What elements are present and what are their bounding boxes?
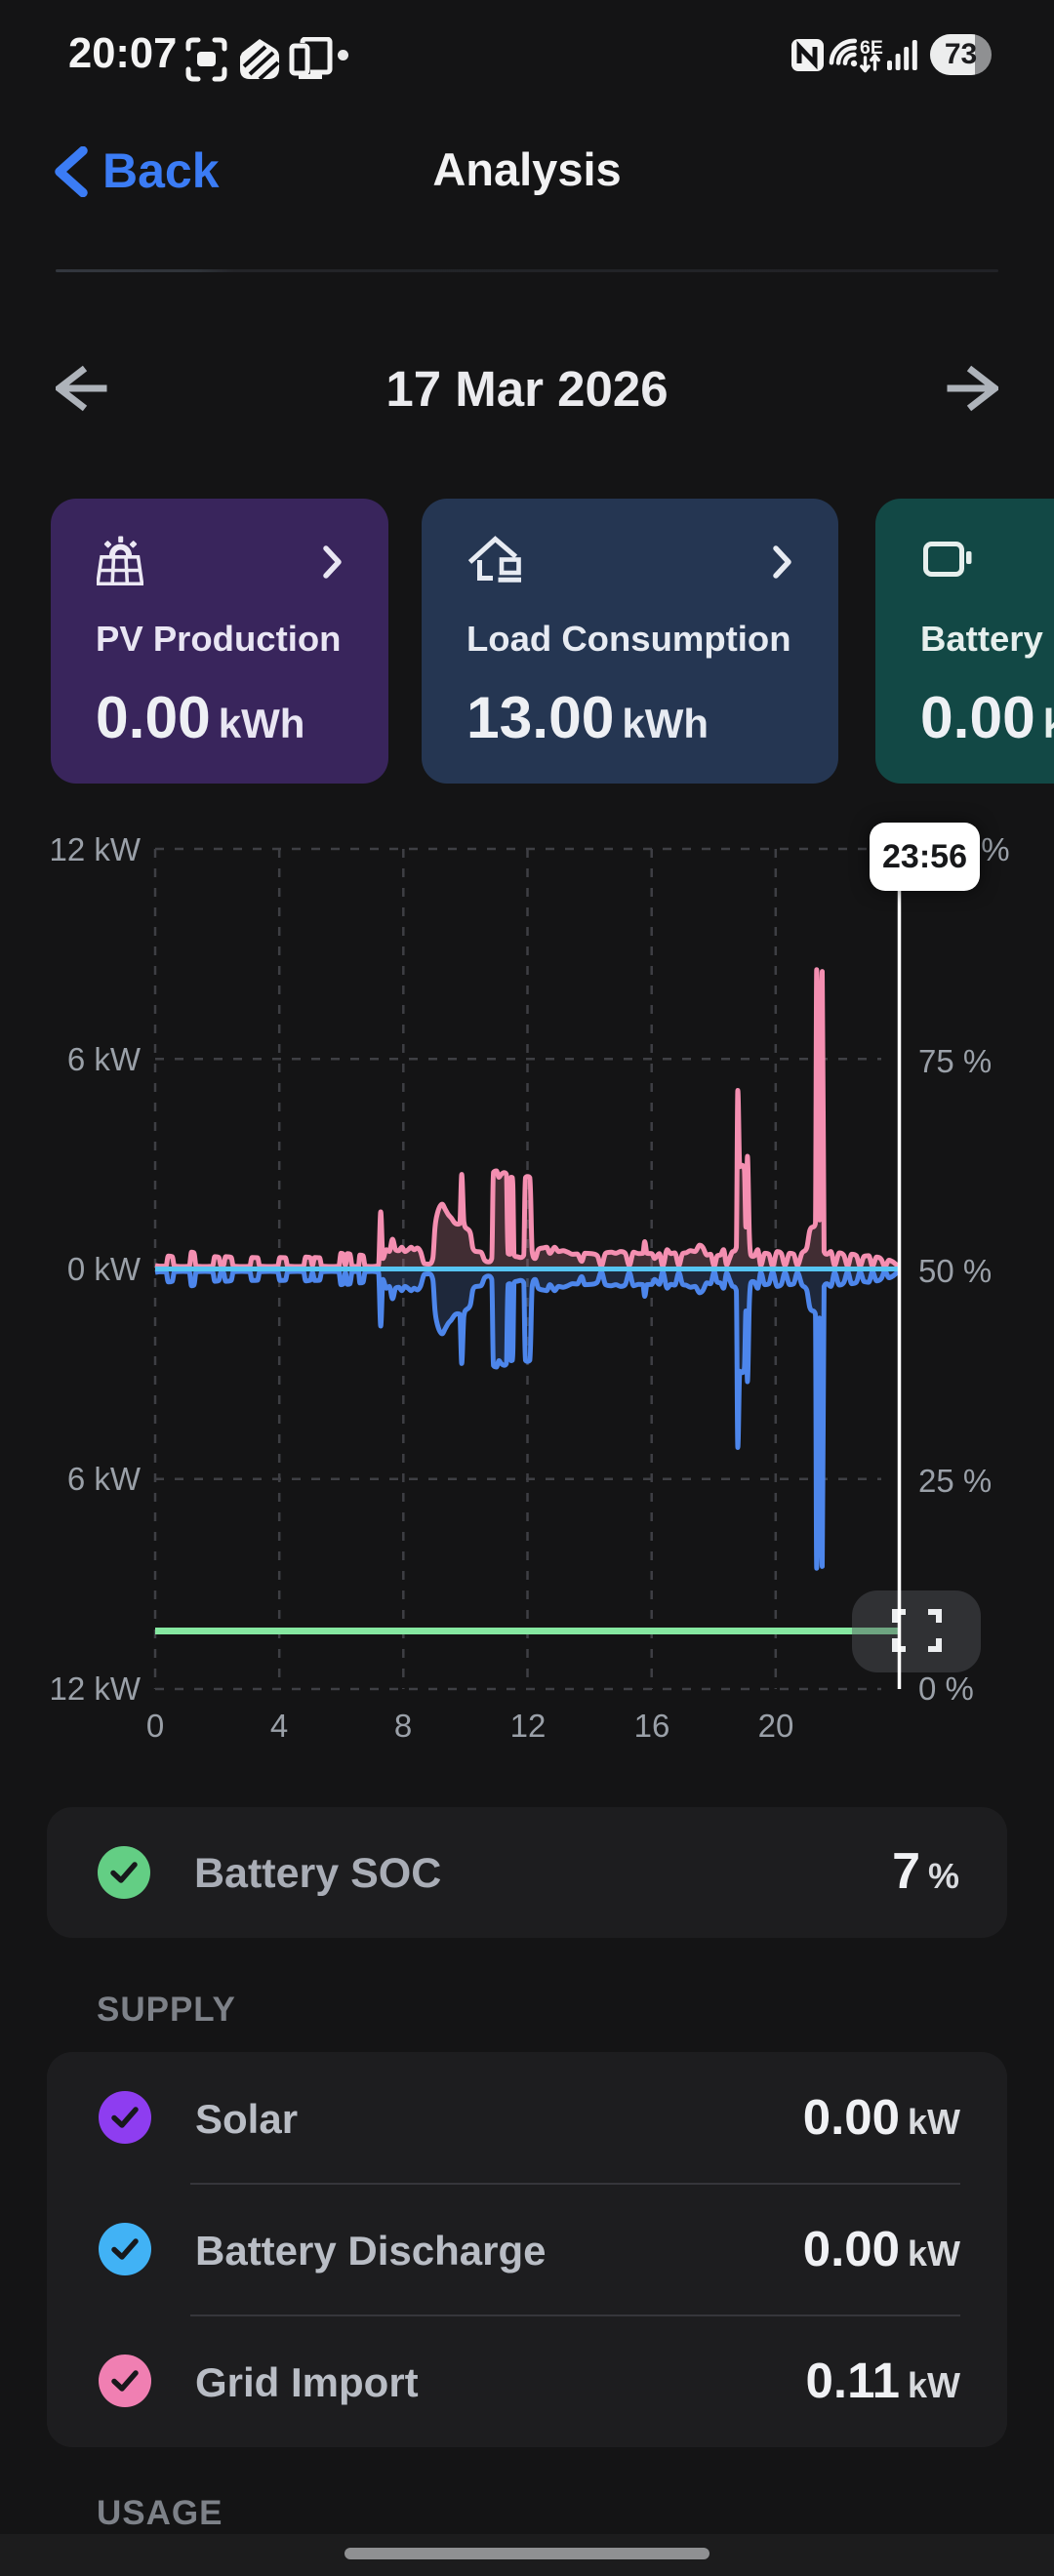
- svg-text:12: 12: [510, 1708, 547, 1744]
- svg-text:0 %: 0 %: [918, 1670, 974, 1707]
- svg-text:25 %: 25 %: [918, 1463, 992, 1499]
- svg-text:12 kW: 12 kW: [49, 1670, 141, 1707]
- svg-text:75 %: 75 %: [918, 1043, 992, 1079]
- svg-text:50 %: 50 %: [918, 1253, 992, 1289]
- svg-text:12 kW: 12 kW: [49, 831, 141, 867]
- svg-text:8: 8: [394, 1708, 412, 1744]
- svg-text:6E: 6E: [860, 37, 883, 59]
- svg-text:0 kW: 0 kW: [67, 1251, 142, 1287]
- svg-text:6 kW: 6 kW: [67, 1041, 142, 1077]
- svg-text:16: 16: [634, 1708, 670, 1744]
- svg-text:20: 20: [758, 1708, 794, 1744]
- svg-text:4: 4: [270, 1708, 288, 1744]
- svg-text:6 kW: 6 kW: [67, 1461, 142, 1497]
- svg-text:0: 0: [146, 1708, 164, 1744]
